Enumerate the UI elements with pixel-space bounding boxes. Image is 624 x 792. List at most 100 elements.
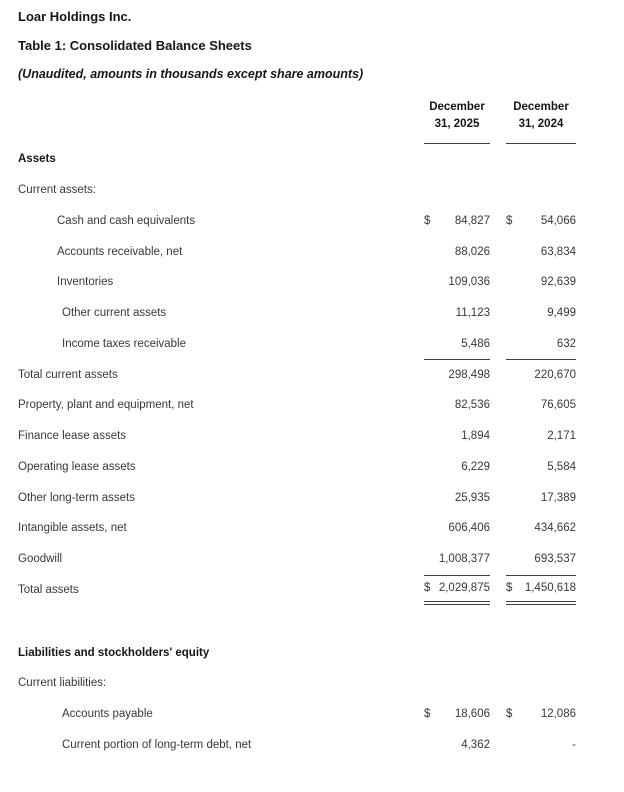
row-label: Goodwill	[18, 553, 63, 566]
value-dec-31-2024: 5,584	[506, 452, 576, 483]
amount: 2,029,875	[438, 582, 490, 595]
dollar-sign: $	[424, 214, 431, 227]
balance-row: Other long-term assets 25,935 17,389	[0, 482, 624, 513]
amount: 82,536	[454, 399, 490, 412]
amount: 54,066	[540, 214, 576, 227]
balance-row: Cash and cash equivalents $84,827 $54,066	[0, 206, 624, 237]
balance-row: Current portion of long-term debt, net 4,…	[0, 730, 624, 761]
row-label: Finance lease assets	[18, 430, 127, 443]
dollar-sign: $	[506, 708, 513, 721]
amount: 606,406	[448, 522, 490, 535]
balance-row: Current liabilities:	[0, 668, 624, 699]
balance-row: Total current assets 298,498 220,670	[0, 359, 624, 390]
amount: 434,662	[534, 522, 576, 535]
amount: 1,008,377	[438, 553, 490, 566]
value-dec-31-2025: $18,606	[424, 699, 490, 730]
row-label: Current portion of long-term debt, net	[62, 738, 252, 751]
value-dec-31-2025: 606,406	[424, 513, 490, 544]
column-header-spacer	[18, 99, 408, 144]
dollar-sign: $	[506, 214, 513, 227]
value-dec-31-2025: 82,536	[424, 390, 490, 421]
value-dec-31-2024: -	[506, 730, 576, 761]
value-dec-31-2025: 6,229	[424, 452, 490, 483]
value-dec-31-2025: 4,362	[424, 730, 490, 761]
amount: 92,639	[540, 276, 576, 289]
value-dec-31-2024: 220,670	[506, 359, 576, 390]
balance-row: Goodwill 1,008,377 693,537	[0, 544, 624, 575]
balance-row: Total assets $2,029,875 $1,450,618	[0, 574, 624, 606]
balance-row: Intangible assets, net 606,406 434,662	[0, 513, 624, 544]
balance-sheet-rows: Assets Current assets: Cash and cash equiv…	[0, 144, 624, 760]
row-label: Inventories	[57, 276, 114, 289]
table-subtitle: (Unaudited, amounts in thousands except …	[18, 67, 364, 81]
balance-row: Income taxes receivable 5,486 632	[0, 329, 624, 360]
value-dec-31-2025: $2,029,875	[424, 574, 490, 606]
amount: 12,086	[540, 708, 576, 721]
row-label: Accounts receivable, net	[57, 245, 183, 258]
value-dec-31-2025: $84,827	[424, 206, 490, 237]
row-label: Operating lease assets	[18, 460, 136, 473]
amount: 5,584	[547, 460, 576, 473]
column-header-line1: December	[513, 101, 569, 113]
balance-row: Property, plant and equipment, net 82,536…	[0, 390, 624, 421]
row-label: Other current assets	[62, 307, 167, 320]
row-label: Total current assets	[18, 368, 118, 381]
amount: 63,834	[540, 245, 576, 258]
balance-row: Accounts receivable, net 88,026 63,834	[0, 236, 624, 267]
row-label: Current liabilities:	[18, 677, 107, 690]
row-label: Cash and cash equivalents	[57, 214, 196, 227]
balance-row: Assets	[0, 144, 624, 175]
row-label: Intangible assets, net	[18, 522, 127, 535]
company-name: Loar Holdings Inc.	[18, 9, 132, 24]
value-dec-31-2025: 1,894	[424, 421, 490, 452]
column-header-line2: 31, 2024	[518, 118, 564, 130]
row-label: Accounts payable	[62, 708, 153, 721]
amount: 88,026	[454, 245, 490, 258]
table-title: Table 1: Consolidated Balance Sheets	[18, 38, 252, 53]
amount: 17,389	[540, 491, 576, 504]
amount: 11,123	[455, 307, 490, 320]
column-header-line1: December	[429, 101, 485, 113]
balance-row: Accounts payable $18,606 $12,086	[0, 699, 624, 730]
value-dec-31-2025: 11,123	[424, 298, 490, 329]
row-label: Income taxes receivable	[62, 337, 187, 350]
amount: 298,498	[448, 369, 490, 382]
column-header-dec-31-2024: December 31, 2024	[506, 99, 576, 144]
value-dec-31-2025: 109,036	[424, 267, 490, 298]
balance-row: Current assets:	[0, 175, 624, 206]
value-dec-31-2024: $54,066	[506, 206, 576, 237]
balance-row: Other current assets 11,123 9,499	[0, 298, 624, 329]
value-dec-31-2025: 5,486	[424, 329, 490, 360]
value-dec-31-2024: 92,639	[506, 267, 576, 298]
amount: 18,606	[454, 708, 490, 721]
column-headers: December 31, 2025 December 31, 2024	[0, 99, 624, 144]
amount: 76,605	[540, 399, 576, 412]
value-dec-31-2024: $12,086	[506, 699, 576, 730]
amount: 220,670	[534, 369, 576, 382]
value-dec-31-2024: 9,499	[506, 298, 576, 329]
amount: 632	[556, 337, 576, 350]
balance-row: Finance lease assets 1,894 2,171	[0, 421, 624, 452]
value-dec-31-2024: 434,662	[506, 513, 576, 544]
amount: 109,036	[448, 276, 490, 289]
amount: 2,171	[547, 430, 576, 443]
amount: 5,486	[461, 337, 490, 350]
row-label: Other long-term assets	[18, 491, 135, 504]
value-dec-31-2024: 2,171	[506, 421, 576, 452]
amount: 25,935	[454, 491, 490, 504]
amount: 1,894	[461, 430, 490, 443]
row-label: Property, plant and equipment, net	[18, 399, 194, 412]
value-dec-31-2025: 1,008,377	[424, 544, 490, 575]
dollar-sign: $	[424, 582, 431, 595]
row-label: Liabilities and stockholders' equity	[18, 646, 210, 659]
value-dec-31-2024: 693,537	[506, 544, 576, 575]
balance-row: Liabilities and stockholders' equity	[0, 637, 624, 668]
column-header-line2: 31, 2025	[434, 118, 480, 130]
title-block: Loar Holdings Inc. Table 1: Consolidated…	[0, 0, 624, 82]
amount: 693,537	[534, 553, 576, 566]
amount: -	[572, 738, 576, 751]
row-label: Assets	[18, 153, 56, 166]
value-dec-31-2024: 76,605	[506, 390, 576, 421]
value-dec-31-2024: 632	[506, 329, 576, 360]
